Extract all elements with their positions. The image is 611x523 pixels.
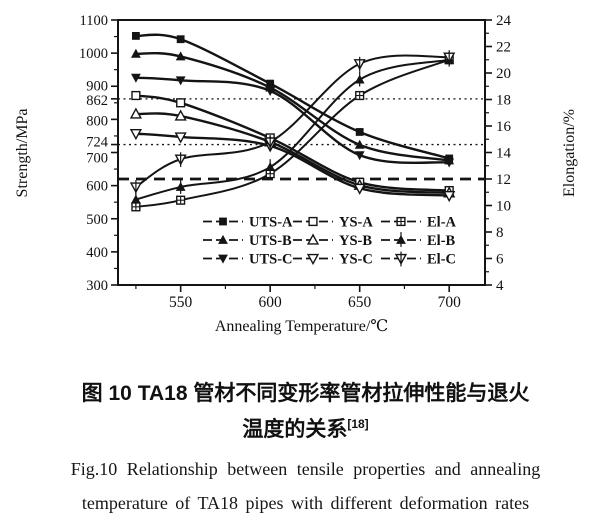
svg-text:550: 550 [169, 294, 193, 311]
svg-text:El-A: El-A [427, 215, 457, 231]
svg-text:900: 900 [86, 78, 108, 94]
svg-text:700: 700 [438, 294, 462, 311]
caption-chinese-line1: 图 10 TA18 管材不同变形率管材拉伸性能与退火 [81, 382, 530, 405]
axes: 3004005006007007248008629001000110046810… [79, 13, 512, 311]
svg-text:724: 724 [86, 135, 109, 151]
svg-text:300: 300 [86, 278, 108, 294]
caption-chinese-line2-text: 温度的关系 [242, 418, 348, 441]
svg-text:18: 18 [496, 93, 511, 109]
axis-titles: Strength/MPa Elongation/% Annealing Temper… [14, 109, 578, 335]
svg-text:YS-A: YS-A [339, 215, 373, 231]
svg-text:400: 400 [86, 245, 108, 261]
tensile-properties-chart: 3004005006007007248008629001000110046810… [14, 13, 578, 335]
caption-chinese-line2: 温度的关系[18] [0, 413, 611, 443]
svg-text:8: 8 [496, 225, 504, 241]
svg-text:6: 6 [496, 252, 504, 268]
svg-text:10: 10 [496, 199, 511, 215]
svg-text:El-B: El-B [427, 233, 456, 249]
svg-text:700: 700 [86, 151, 108, 167]
caption-english-line1: Fig.10 Relationship between tensile prop… [70, 459, 541, 479]
svg-text:YS-B: YS-B [339, 233, 372, 249]
svg-text:UTS-C: UTS-C [249, 252, 293, 268]
svg-text:YS-C: YS-C [339, 252, 373, 268]
chart-area: 300 400 500 600 700 724 800 862 900 1000 1100 4 6 8 10… [14, 13, 578, 335]
series-YS-B [129, 107, 456, 198]
svg-text:20: 20 [496, 66, 511, 82]
series-YS-C [129, 129, 456, 203]
series-El-B [131, 51, 455, 207]
svg-text:22: 22 [496, 40, 511, 56]
svg-text:4: 4 [496, 278, 504, 294]
series-El-C [129, 50, 456, 195]
svg-text:24: 24 [496, 13, 512, 29]
svg-text:UTS-A: UTS-A [249, 215, 293, 231]
legend: UTS-A YS-A El-A UTS-B YS-B El-B UTS-C YS-C El-C [203, 215, 457, 268]
svg-text:600: 600 [86, 179, 108, 195]
caption-reference-marker: [18] [347, 417, 369, 431]
svg-text:El-C: El-C [427, 252, 456, 268]
series-UTS-A [132, 32, 454, 163]
svg-text:1000: 1000 [79, 46, 108, 62]
series-UTS-C [131, 73, 455, 168]
svg-text:14: 14 [496, 146, 512, 162]
svg-text:Elongation/%: Elongation/% [561, 109, 578, 197]
svg-text:12: 12 [496, 172, 511, 188]
svg-text:600: 600 [259, 294, 283, 311]
svg-text:16: 16 [496, 119, 512, 135]
svg-text:650: 650 [348, 294, 372, 311]
svg-text:862: 862 [86, 93, 108, 109]
caption-english-line2: temperature of TA18 pipes with different… [81, 493, 530, 513]
svg-text:800: 800 [86, 113, 108, 129]
svg-text:UTS-B: UTS-B [249, 233, 292, 249]
svg-text:1100: 1100 [80, 13, 108, 29]
svg-text:500: 500 [86, 212, 108, 228]
svg-text:Annealing Temperature/℃: Annealing Temperature/℃ [215, 318, 388, 335]
svg-text:Strength/MPa: Strength/MPa [14, 109, 31, 198]
